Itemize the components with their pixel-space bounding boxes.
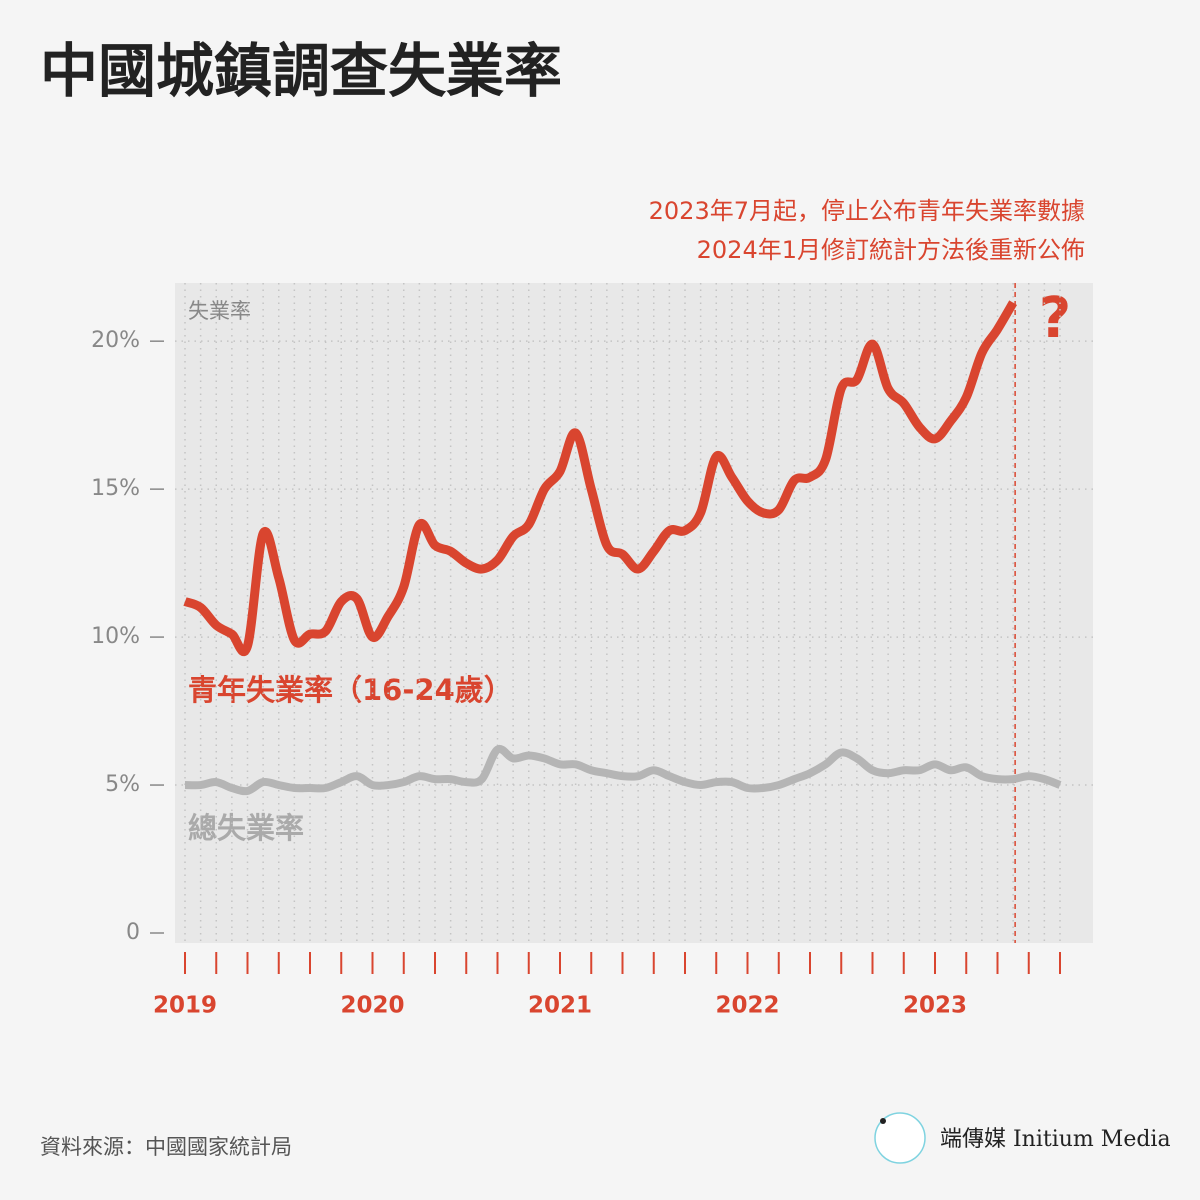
y-tick-label: 5% [105,772,140,797]
logo [874,1112,926,1164]
x-tick-label: 2020 [340,993,404,1019]
x-tick-label: 2019 [153,993,217,1019]
annotation: 2023年7月起，停止公布青年失業率數據 [649,197,1085,225]
x-tick-label: 2022 [715,993,779,1019]
x-tick-label: 2021 [528,993,592,1019]
series-label: 總失業率 [188,811,304,845]
plot-area [175,283,1093,943]
line [184,744,1062,796]
x-tick-label: 2023 [903,993,967,1019]
series-label: 青年失業率（16-24歲） [188,673,513,707]
y-tick-label: 10% [91,624,140,649]
line [183,300,1018,657]
y-tick-label: 20% [91,328,140,353]
chart-title: 中國城鎮調查失業率 [40,37,562,105]
source: 資料來源：中國國家統計局 [40,1135,292,1159]
logo-dot [880,1118,886,1124]
y-axis-label: 失業率 [188,299,251,323]
y-tick-label: 15% [91,476,140,501]
y-tick-label: 0 [126,920,140,945]
annotation: 2024年1月修訂統計方法後重新公佈 [697,236,1085,264]
brand: 端傳媒 Initium Media [940,1127,1171,1152]
